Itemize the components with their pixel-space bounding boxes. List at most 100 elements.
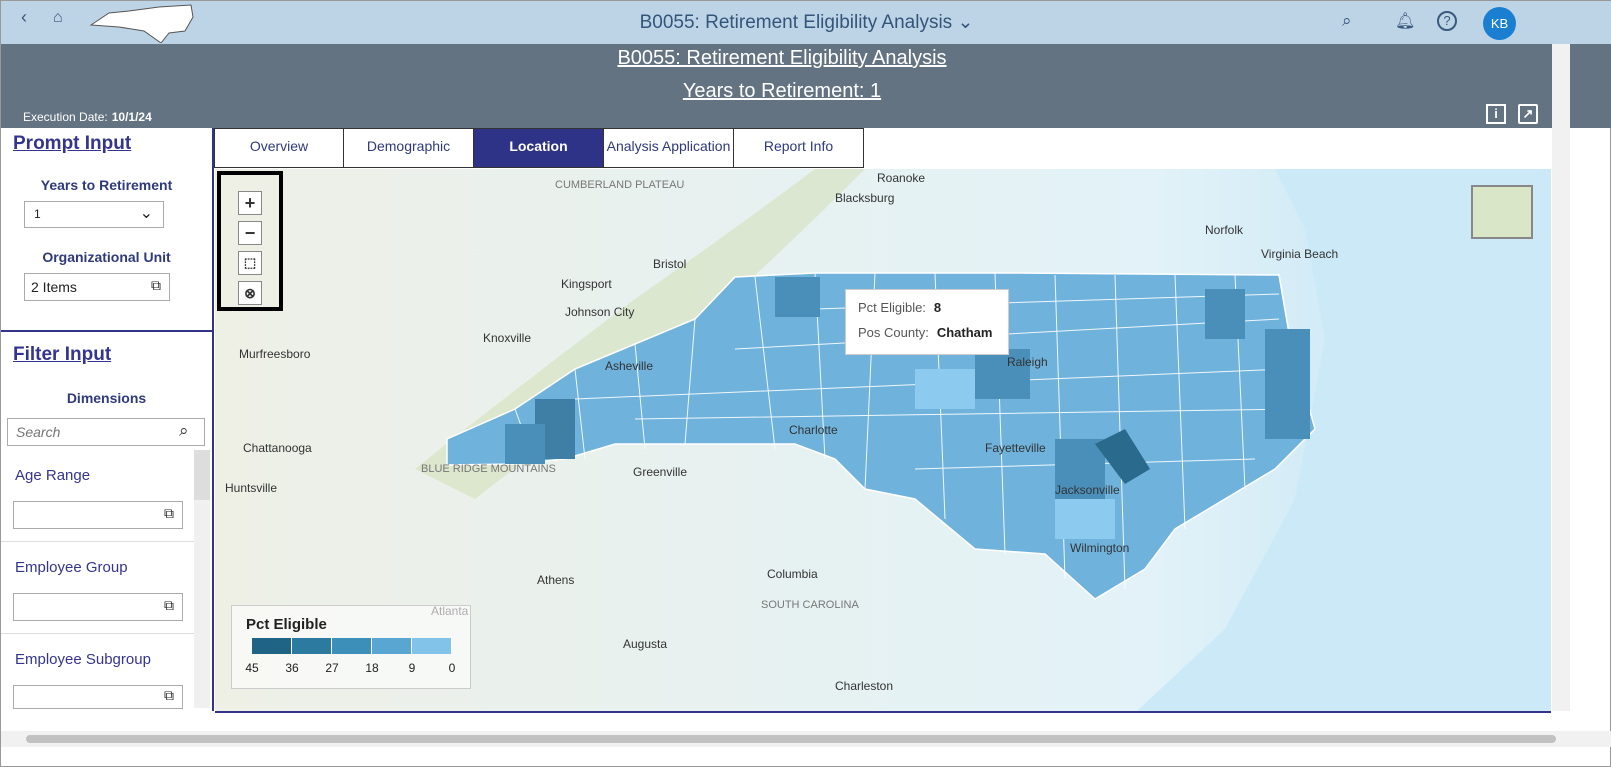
city-label: Jacksonville xyxy=(1055,483,1120,497)
zoom-in-button[interactable]: + xyxy=(238,191,262,215)
map-tooltip: Pct Eligible: 8 Pos County: Chatham xyxy=(845,289,1009,355)
home-icon[interactable]: ⌂ xyxy=(53,9,63,26)
map-legend: Pct Eligible 45 36 27 18 9 0 xyxy=(231,605,471,689)
copy-icon[interactable]: ⧉ xyxy=(164,505,174,521)
city-label: Wilmington xyxy=(1070,541,1130,555)
back-icon[interactable]: ‹ xyxy=(21,7,27,27)
left-panel: Prompt Input Years to Retirement 1 ⌄ Orga… xyxy=(1,128,214,711)
exec-label: Execution Date: xyxy=(23,110,108,124)
tab-overview[interactable]: Overview xyxy=(214,128,344,168)
report-header: B0055: Retirement Eligibility Analysis Y… xyxy=(1,44,1611,128)
top-bar: ‹ ⌂ B0055: Retirement Eligibility Analys… xyxy=(1,1,1611,44)
city-label: Bristol xyxy=(653,257,687,271)
tab-report-info[interactable]: Report Info xyxy=(734,128,864,168)
map-controls: + − ⬚ ⊗ xyxy=(217,171,283,311)
legend-tick: 45 xyxy=(245,661,259,675)
info-icon[interactable]: i xyxy=(1486,104,1506,124)
legend-tick: 36 xyxy=(285,661,299,675)
tooltip-county-value: Chatham xyxy=(936,325,993,340)
tooltip-county-label: Pos County: xyxy=(858,325,929,340)
avatar[interactable]: KB xyxy=(1483,7,1516,40)
copy-icon[interactable]: ⧉ xyxy=(164,687,174,703)
org-unit-value: 2 Items xyxy=(31,279,77,295)
vertical-scrollbar[interactable] xyxy=(1552,44,1570,711)
city-label: Augusta xyxy=(623,637,668,651)
dimension-employee-group: Employee Group xyxy=(15,559,128,576)
divider xyxy=(1,330,213,332)
basemap-toggle[interactable] xyxy=(1471,185,1533,239)
filter-input-heading[interactable]: Filter Input xyxy=(13,344,112,365)
city-label: Johnson City xyxy=(565,305,635,319)
city-label: Athens xyxy=(537,573,575,587)
city-label: Huntsville xyxy=(225,481,278,495)
city-label: Raleigh xyxy=(1007,355,1048,369)
city-label: Knoxville xyxy=(483,331,532,345)
employee-subgroup-field[interactable]: ⧉ xyxy=(13,685,183,709)
dimension-age-range: Age Range xyxy=(15,467,91,484)
city-label: Virginia Beach xyxy=(1261,247,1339,261)
city-label: SOUTH CAROLINA xyxy=(761,599,859,611)
copy-icon[interactable]: ⧉ xyxy=(151,277,161,293)
legend-tick: 9 xyxy=(408,661,416,675)
city-label: CUMBERLAND PLATEAU xyxy=(555,179,685,191)
clear-selection-icon[interactable]: ⊗ xyxy=(238,281,262,305)
tab-analysis-application[interactable]: Analysis Application xyxy=(604,128,734,168)
years-label: Years to Retirement xyxy=(40,177,173,193)
box-select-icon[interactable]: ⬚ xyxy=(238,251,262,275)
dimension-employee-subgroup: Employee Subgroup xyxy=(15,651,151,668)
city-label: Charleston xyxy=(835,679,894,693)
dimension-scrollbar[interactable] xyxy=(194,450,210,708)
search-icon[interactable]: ⌕ xyxy=(179,421,189,440)
county-shades xyxy=(505,277,1310,539)
city-label: Blacksburg xyxy=(835,191,895,205)
exec-date: 10/1/24 xyxy=(111,110,152,124)
city-label: Asheville xyxy=(605,359,654,373)
tooltip-pct-label: Pct Eligible: xyxy=(858,300,926,315)
legend-swatch xyxy=(412,638,452,654)
age-range-field[interactable]: ⧉ xyxy=(13,501,183,529)
years-dropdown[interactable]: 1 ⌄ xyxy=(24,201,164,228)
legend-swatch xyxy=(252,638,292,654)
nc-logo xyxy=(89,4,194,43)
prompt-input-heading[interactable]: Prompt Input xyxy=(13,133,132,154)
employee-group-field[interactable]: ⧉ xyxy=(13,593,183,621)
bell-icon[interactable]: 🔔︎ xyxy=(1395,13,1416,30)
dimension-search-input[interactable] xyxy=(7,418,205,446)
report-title: B0055: Retirement Eligibility Analysis xyxy=(617,47,947,69)
city-label: Chattanooga xyxy=(243,441,312,455)
chevron-down-icon: ⌄ xyxy=(957,12,974,33)
years-value: 1 xyxy=(34,207,41,221)
help-icon[interactable]: ? xyxy=(1437,11,1457,31)
map-canvas xyxy=(215,169,1551,711)
copy-icon[interactable]: ⧉ xyxy=(164,597,174,613)
scroll-thumb[interactable] xyxy=(26,735,1556,743)
legend-title: Pct Eligible xyxy=(246,616,327,633)
legend-swatch xyxy=(292,638,332,654)
execution-date: Execution Date: 10/1/24 xyxy=(23,110,152,124)
legend-tick: 0 xyxy=(448,661,456,675)
legend-swatch xyxy=(372,638,412,654)
city-label: Roanoke xyxy=(877,171,926,185)
org-unit-field[interactable]: 2 Items ⧉ xyxy=(24,273,170,301)
city-label: Greenville xyxy=(633,465,688,479)
app-title-text: B0055: Retirement Eligibility Analysis xyxy=(639,12,953,33)
tab-location[interactable]: Location xyxy=(474,128,604,168)
search-icon[interactable]: ⌕ xyxy=(1342,11,1352,30)
legend-tick: 18 xyxy=(365,661,379,675)
map-view[interactable]: Roanoke Blacksburg Norfolk Virginia Beach Br… xyxy=(215,169,1551,713)
dimensions-label: Dimensions xyxy=(66,390,147,406)
horizontal-scrollbar[interactable] xyxy=(1,731,1611,747)
zoom-out-button[interactable]: − xyxy=(238,221,262,245)
city-label: Norfolk xyxy=(1205,223,1244,237)
app-title[interactable]: B0055: Retirement Eligibility Analysis ⌄ xyxy=(1,11,1611,34)
chevron-down-icon: ⌄ xyxy=(139,205,153,222)
city-label: Murfreesboro xyxy=(239,347,311,361)
city-label: Charlotte xyxy=(789,423,838,437)
report-subtitle: Years to Retirement: 1 xyxy=(682,80,882,102)
city-label: Kingsport xyxy=(561,277,612,291)
legend-swatch xyxy=(332,638,372,654)
tab-demographic[interactable]: Demographic xyxy=(344,128,474,168)
org-unit-label: Organizational Unit xyxy=(42,249,171,265)
ocean xyxy=(1137,169,1551,711)
share-icon[interactable]: ↗ xyxy=(1518,104,1538,124)
